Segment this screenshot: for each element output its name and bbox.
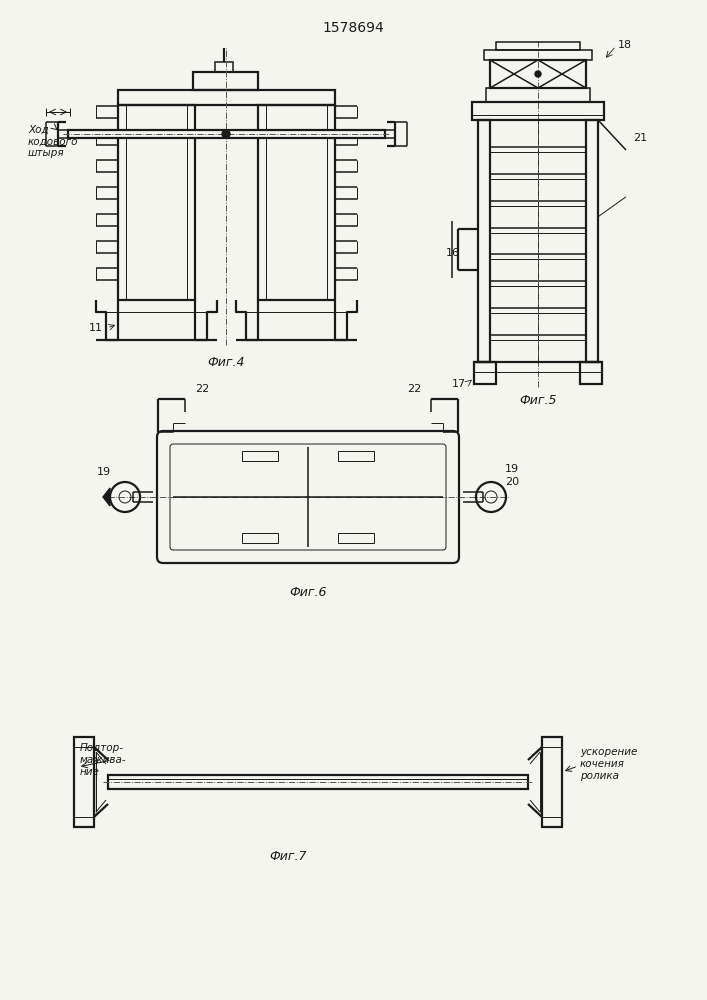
Bar	[490, 60, 586, 88]
Bar	[118, 90, 335, 105]
Bar	[496, 42, 580, 50]
Text: 19: 19	[505, 464, 519, 474]
Bar	[486, 88, 590, 102]
Bar	[478, 120, 490, 362]
Circle shape	[222, 130, 230, 138]
Bar	[542, 737, 562, 827]
Bar	[580, 362, 602, 384]
Text: Фиг.4: Фиг.4	[207, 356, 245, 368]
Text: Фиг.6: Фиг.6	[289, 585, 327, 598]
Bar	[68, 130, 385, 138]
Text: Ход
кодового
штыря: Ход кодового штыря	[28, 125, 78, 158]
Text: 1578694: 1578694	[322, 21, 384, 35]
Bar	[472, 102, 604, 120]
Bar	[215, 62, 233, 72]
Text: 22: 22	[195, 384, 209, 394]
Bar	[586, 120, 598, 362]
Bar	[484, 50, 592, 60]
Text: Подтор-
мажива-
ние: Подтор- мажива- ние	[80, 743, 127, 777]
Text: 20: 20	[505, 477, 519, 487]
Text: 18: 18	[618, 40, 632, 50]
Text: 19: 19	[97, 467, 111, 477]
Bar	[338, 451, 374, 461]
Bar	[242, 451, 278, 461]
Bar	[338, 533, 374, 543]
Circle shape	[535, 71, 541, 77]
Bar	[108, 775, 528, 789]
Text: 11: 11	[89, 323, 103, 333]
Text: Фиг.5: Фиг.5	[519, 393, 556, 406]
Polygon shape	[103, 488, 110, 506]
Bar	[74, 737, 94, 827]
Text: 22: 22	[407, 384, 421, 394]
Text: 21: 21	[633, 133, 647, 143]
Bar	[474, 362, 496, 384]
Bar	[242, 533, 278, 543]
Text: Фиг.7: Фиг.7	[269, 850, 307, 863]
Text: 16: 16	[446, 248, 460, 258]
Bar	[118, 105, 195, 300]
Text: ускорение
кочения
ролика: ускорение кочения ролика	[580, 747, 638, 781]
FancyBboxPatch shape	[157, 431, 459, 563]
Text: 17: 17	[452, 379, 466, 389]
Bar	[193, 72, 258, 90]
Bar	[258, 105, 335, 300]
